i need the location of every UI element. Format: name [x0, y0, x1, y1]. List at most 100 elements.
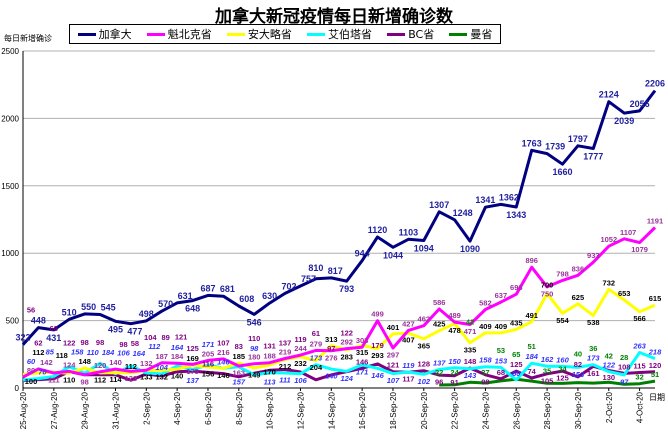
data-label: 322: [15, 333, 30, 343]
data-label: 56: [27, 306, 35, 315]
data-label: 100: [25, 377, 38, 386]
x-tick-label: 29-Aug-20: [81, 391, 90, 429]
data-label: 115: [634, 362, 646, 371]
data-label: 204: [310, 363, 323, 372]
data-label: 36: [589, 344, 597, 353]
data-label: 51: [528, 342, 536, 351]
data-label: 427: [402, 319, 415, 328]
legend-swatch: [77, 32, 96, 36]
legend-item: 安大略省: [226, 26, 292, 42]
data-label: 1191: [647, 217, 663, 226]
data-label: 124: [340, 374, 353, 383]
data-label: 696: [510, 283, 523, 292]
data-label: 279: [310, 339, 323, 348]
data-label: 218: [648, 348, 662, 357]
data-label: 116: [202, 359, 214, 368]
y-tick-label: 1500: [1, 182, 19, 191]
data-label: 1107: [620, 228, 636, 237]
data-label: 32: [635, 373, 643, 382]
data-label: 158: [479, 356, 492, 365]
data-label: 42: [605, 351, 613, 360]
data-label: 554: [556, 316, 569, 325]
data-label: 184: [171, 352, 184, 361]
data-label: 146: [371, 371, 384, 380]
x-tick-label: 28-Sep-20: [543, 391, 552, 429]
data-label: 148: [464, 357, 477, 366]
data-label: 128: [418, 360, 431, 369]
data-label: 97: [620, 377, 629, 386]
data-label: 61: [312, 329, 320, 338]
legend-item: 艾伯塔省: [307, 26, 372, 42]
data-label: 140: [171, 372, 184, 381]
data-label: 137: [433, 359, 446, 368]
legend-item: BC省: [387, 26, 434, 42]
data-label: 143: [464, 371, 477, 380]
data-label: 104: [144, 333, 157, 342]
data-label: 1343: [506, 210, 526, 220]
data-label: 896: [525, 256, 538, 265]
data-label: 462: [418, 315, 431, 324]
data-label: 132: [140, 359, 153, 368]
data-label: 140: [109, 358, 122, 367]
data-label: 106: [294, 376, 307, 385]
data-label: 160: [556, 355, 569, 364]
data-label: 104: [155, 363, 168, 372]
legend-swatch: [226, 32, 245, 36]
data-label: 114: [109, 375, 122, 384]
data-label: 28: [620, 353, 628, 362]
data-label: 125: [556, 374, 569, 383]
data-label: 171: [356, 367, 369, 376]
data-label: 700: [541, 281, 554, 290]
data-label: 112: [148, 342, 161, 351]
data-label: 68: [497, 368, 505, 377]
data-label: 2124: [599, 90, 619, 100]
data-label: 89: [162, 333, 170, 342]
data-label: 836: [572, 264, 585, 273]
data-label: 171: [202, 340, 215, 349]
data-label: 121: [175, 333, 188, 342]
x-tick-label: 24-Sep-20: [481, 391, 490, 429]
data-label: 212: [279, 362, 292, 371]
data-label: 119: [294, 335, 306, 344]
data-label: 185: [233, 352, 246, 361]
data-label: 111: [48, 376, 60, 385]
data-label: 1797: [568, 134, 588, 144]
x-tick-label: 12-Sep-20: [296, 391, 305, 429]
data-label: 179: [371, 341, 384, 350]
data-label: 98: [250, 344, 259, 353]
data-label: 566: [633, 314, 646, 323]
data-label: 125: [186, 344, 199, 353]
data-label: 276: [325, 353, 338, 362]
data-label: 625: [572, 293, 585, 302]
x-tick-label: 26-Sep-20: [512, 391, 521, 429]
data-label: 425: [433, 320, 446, 329]
y-tick-label: 0: [15, 384, 20, 393]
legend-item: 加拿大: [77, 26, 132, 42]
data-label: 489: [448, 311, 461, 320]
data-label: 205: [202, 349, 215, 358]
data-label: 121: [387, 361, 400, 370]
data-label: 98: [81, 377, 89, 386]
data-label: 1120: [368, 225, 388, 235]
x-tick-label: 14-Sep-20: [327, 391, 336, 429]
data-label: 137: [186, 376, 199, 385]
data-label: 150: [448, 357, 461, 366]
data-label: 98: [119, 340, 127, 349]
data-label: 491: [525, 311, 538, 320]
data-label: 216: [217, 348, 230, 357]
data-label: 122: [603, 361, 616, 370]
data-label: 180: [248, 353, 261, 362]
data-label: 70: [38, 368, 47, 377]
data-label: 112: [94, 375, 106, 384]
data-label: 933: [587, 251, 600, 260]
data-label: 545: [101, 303, 116, 313]
data-label: 142: [40, 358, 53, 367]
legend-swatch: [307, 32, 326, 36]
x-tick-label: 10-Sep-20: [266, 391, 275, 429]
data-label: 335: [464, 345, 477, 354]
series-line-1: [22, 226, 657, 379]
data-label: 58: [131, 339, 139, 348]
data-label: 297: [387, 351, 400, 360]
chart-title: 加拿大新冠疫情每日新增确诊数: [215, 7, 453, 27]
data-label: 1079: [631, 245, 648, 254]
